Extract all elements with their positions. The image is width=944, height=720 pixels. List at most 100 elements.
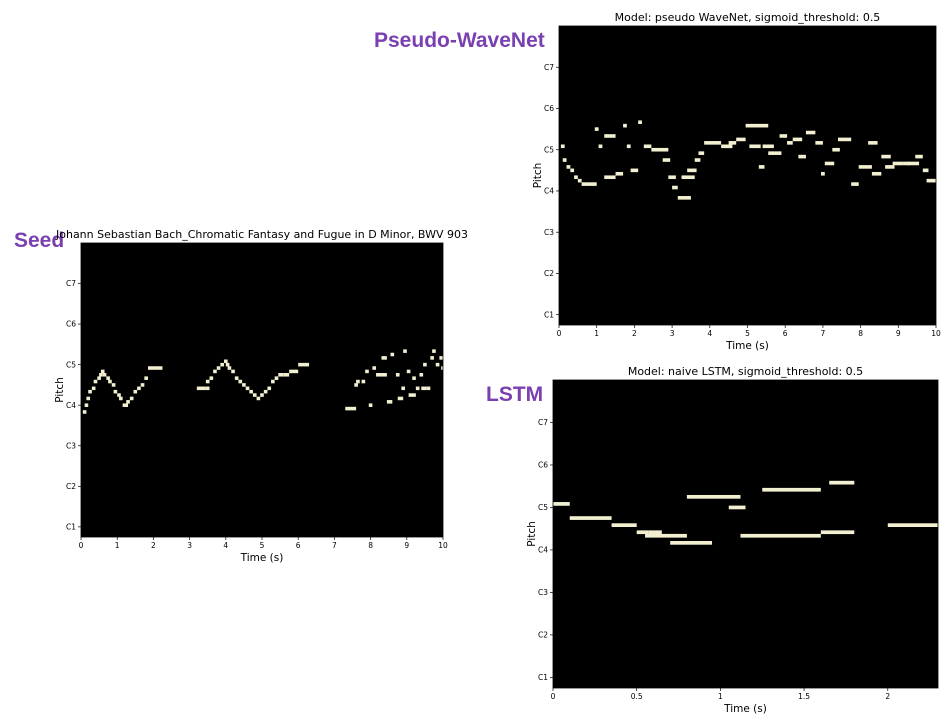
x-tick-label: 10 xyxy=(931,329,941,338)
note xyxy=(140,383,145,387)
note xyxy=(271,379,275,384)
note xyxy=(415,386,420,391)
x-tick-label: 4 xyxy=(223,541,228,550)
note xyxy=(441,366,444,370)
x-axis-label: Time (s) xyxy=(725,340,769,352)
section-label-seed: Seed xyxy=(14,229,65,252)
note xyxy=(423,362,427,367)
note xyxy=(858,165,872,169)
note xyxy=(252,393,257,397)
y-tick-label: C6 xyxy=(538,461,548,470)
x-tick-label: 4 xyxy=(707,329,712,338)
note xyxy=(887,523,938,528)
note xyxy=(577,178,582,183)
note xyxy=(421,386,427,391)
note xyxy=(648,530,662,535)
note xyxy=(594,127,599,131)
y-tick-label: C1 xyxy=(544,310,554,319)
note xyxy=(129,396,134,401)
note xyxy=(205,379,210,384)
y-tick-label: C7 xyxy=(66,279,76,288)
note xyxy=(408,393,416,397)
note xyxy=(792,137,803,142)
note xyxy=(728,141,737,145)
x-tick-label: 9 xyxy=(404,541,409,550)
note xyxy=(406,369,411,374)
note xyxy=(432,349,436,353)
x-tick-label: 5 xyxy=(260,541,265,550)
note xyxy=(598,144,603,149)
chart-title: Model: pseudo WaveNet, sigmoid_threshold… xyxy=(615,11,881,24)
y-tick-label: C2 xyxy=(538,630,548,639)
x-axis-label: Time (s) xyxy=(240,552,284,564)
note xyxy=(562,158,567,162)
note xyxy=(758,165,765,169)
note xyxy=(643,144,652,149)
note xyxy=(88,389,92,394)
note xyxy=(832,147,840,152)
note xyxy=(245,386,250,391)
note xyxy=(762,487,821,492)
note xyxy=(821,171,825,176)
y-axis-label: Pitch xyxy=(532,163,544,189)
note xyxy=(868,141,878,145)
note xyxy=(435,362,440,367)
note xyxy=(638,120,642,125)
y-tick-label: C5 xyxy=(544,145,554,154)
note xyxy=(238,379,243,384)
note xyxy=(922,168,929,173)
x-tick-label: 7 xyxy=(332,541,337,550)
note xyxy=(381,373,387,377)
note xyxy=(566,165,571,169)
note xyxy=(907,161,920,166)
note xyxy=(570,168,575,173)
note xyxy=(728,505,746,510)
note xyxy=(805,130,816,135)
note xyxy=(686,494,741,499)
note xyxy=(234,376,239,380)
note xyxy=(668,175,676,180)
note xyxy=(213,369,217,374)
note xyxy=(102,373,107,377)
x-axis-label: Time (s) xyxy=(723,703,767,715)
note xyxy=(611,523,637,528)
note xyxy=(670,540,713,545)
note xyxy=(881,154,891,159)
chart-title: Johann Sebastian Bach_Chromatic Fantasy … xyxy=(55,228,468,241)
note xyxy=(672,185,678,190)
note xyxy=(662,158,671,162)
x-tick-label: 0.5 xyxy=(631,692,643,701)
y-tick-label: C4 xyxy=(544,187,554,196)
note xyxy=(740,533,821,538)
note xyxy=(242,383,246,387)
note xyxy=(397,396,404,401)
note xyxy=(256,396,261,401)
note xyxy=(298,362,310,367)
note xyxy=(824,161,835,166)
note xyxy=(604,175,616,180)
y-axis-label: Pitch xyxy=(526,521,538,547)
x-tick-label: 0 xyxy=(557,329,562,338)
note xyxy=(604,134,616,138)
note xyxy=(403,349,407,353)
note xyxy=(278,373,284,377)
x-tick-label: 1 xyxy=(594,329,599,338)
note xyxy=(749,144,761,149)
x-tick-label: 0 xyxy=(551,692,556,701)
x-tick-label: 2 xyxy=(885,692,890,701)
note xyxy=(630,168,639,173)
note xyxy=(626,144,631,149)
x-tick-label: 1.5 xyxy=(798,692,810,701)
note xyxy=(263,389,268,394)
note xyxy=(209,376,214,380)
x-tick-label: 1 xyxy=(115,541,120,550)
note xyxy=(681,175,695,180)
note xyxy=(412,376,416,380)
note xyxy=(249,389,253,394)
note xyxy=(376,373,382,377)
note xyxy=(395,373,400,377)
note xyxy=(581,182,597,186)
note xyxy=(615,171,624,176)
